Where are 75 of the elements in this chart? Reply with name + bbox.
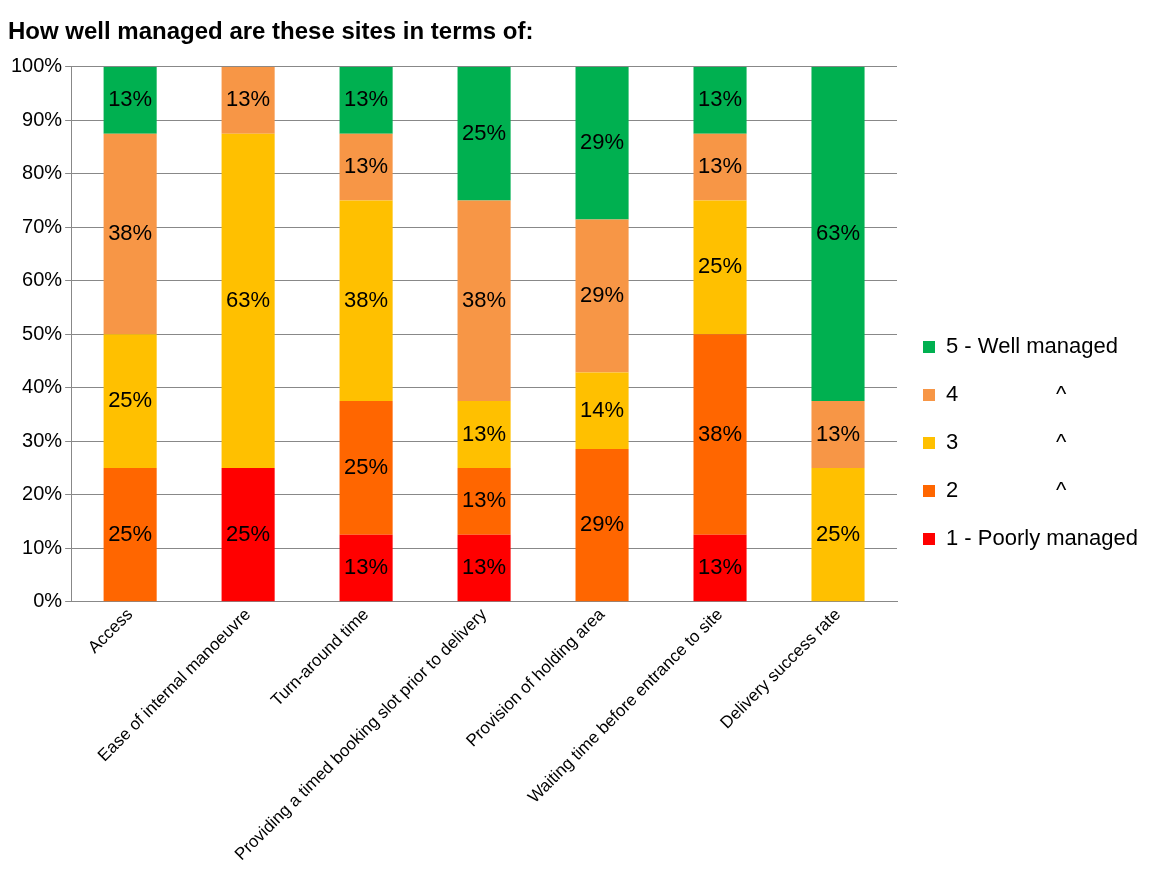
- bar: [339, 66, 393, 134]
- data-label: 63%: [815, 220, 861, 246]
- data-label: 29%: [580, 129, 625, 155]
- data-label: 25%: [815, 520, 861, 546]
- data-label: 25%: [462, 119, 507, 145]
- bar: [339, 401, 393, 535]
- data-label: 25%: [108, 387, 153, 413]
- legend-label: 2 ^: [946, 477, 1068, 503]
- legend-label: 4 ^: [946, 381, 1068, 407]
- data-label: 38%: [108, 220, 153, 246]
- bar: [811, 467, 865, 602]
- data-label: 25%: [344, 454, 389, 480]
- y-tick-label: 60%: [22, 268, 63, 291]
- bar: [103, 467, 157, 602]
- data-label: 13%: [698, 554, 743, 580]
- bar: [693, 200, 747, 335]
- bar: [575, 372, 629, 449]
- data-label: 38%: [462, 286, 507, 312]
- y-tick-label: 40%: [22, 375, 63, 398]
- bar: [693, 334, 747, 535]
- y-tick-label: 30%: [22, 428, 63, 451]
- bar: [221, 133, 275, 468]
- y-tick-label: 0%: [33, 589, 63, 612]
- data-label: 13%: [344, 554, 389, 580]
- bar: [575, 66, 629, 220]
- data-label: 13%: [344, 153, 389, 179]
- legend-label: 5 - Well managed: [946, 333, 1119, 359]
- y-tick-label: 90%: [22, 107, 63, 130]
- chart-title: How well managed are these sites in terms of:: [8, 17, 534, 45]
- bar: [103, 334, 157, 468]
- bar: [339, 200, 393, 402]
- data-label: 25%: [226, 520, 271, 546]
- data-label: 29%: [580, 282, 625, 308]
- data-label: 38%: [698, 420, 743, 446]
- data-label: 13%: [108, 86, 153, 112]
- y-tick-label: 100%: [11, 54, 63, 77]
- y-tick-label: 70%: [22, 214, 63, 237]
- bar: [575, 448, 629, 602]
- y-tick-label: 50%: [22, 321, 63, 344]
- bar: [457, 66, 511, 201]
- bar: [339, 133, 393, 201]
- data-label: 63%: [226, 286, 271, 312]
- bar: [457, 534, 511, 602]
- bar: [457, 401, 511, 468]
- data-label: 13%: [698, 86, 743, 112]
- bar: [693, 66, 747, 134]
- y-tick-label: 20%: [22, 482, 63, 505]
- data-label: 13%: [226, 86, 271, 112]
- data-label: 13%: [815, 420, 861, 446]
- data-label: 25%: [108, 520, 153, 546]
- bar: [103, 133, 157, 335]
- data-label: 13%: [698, 153, 743, 179]
- bar: [457, 200, 511, 402]
- data-label: 13%: [462, 554, 507, 580]
- bar: [693, 534, 747, 602]
- data-label: 38%: [344, 286, 389, 312]
- data-label: 13%: [344, 86, 389, 112]
- y-tick-label: 80%: [22, 161, 63, 184]
- bar: [457, 467, 511, 535]
- bar: [221, 66, 275, 134]
- bar: [811, 66, 865, 402]
- bar: [103, 66, 157, 134]
- bar: [339, 534, 393, 602]
- data-label: 14%: [580, 396, 625, 422]
- bar: [693, 133, 747, 201]
- data-label: 13%: [462, 420, 507, 446]
- bar: [811, 401, 865, 468]
- legend-label: 1 - Poorly managed: [946, 525, 1138, 551]
- data-label: 25%: [698, 253, 743, 279]
- data-label: 29%: [580, 511, 625, 537]
- data-label: 13%: [462, 487, 507, 513]
- bar: [221, 467, 275, 602]
- y-tick-label: 10%: [22, 535, 63, 558]
- legend-label: 3 ^: [946, 429, 1068, 455]
- bar: [575, 219, 629, 373]
